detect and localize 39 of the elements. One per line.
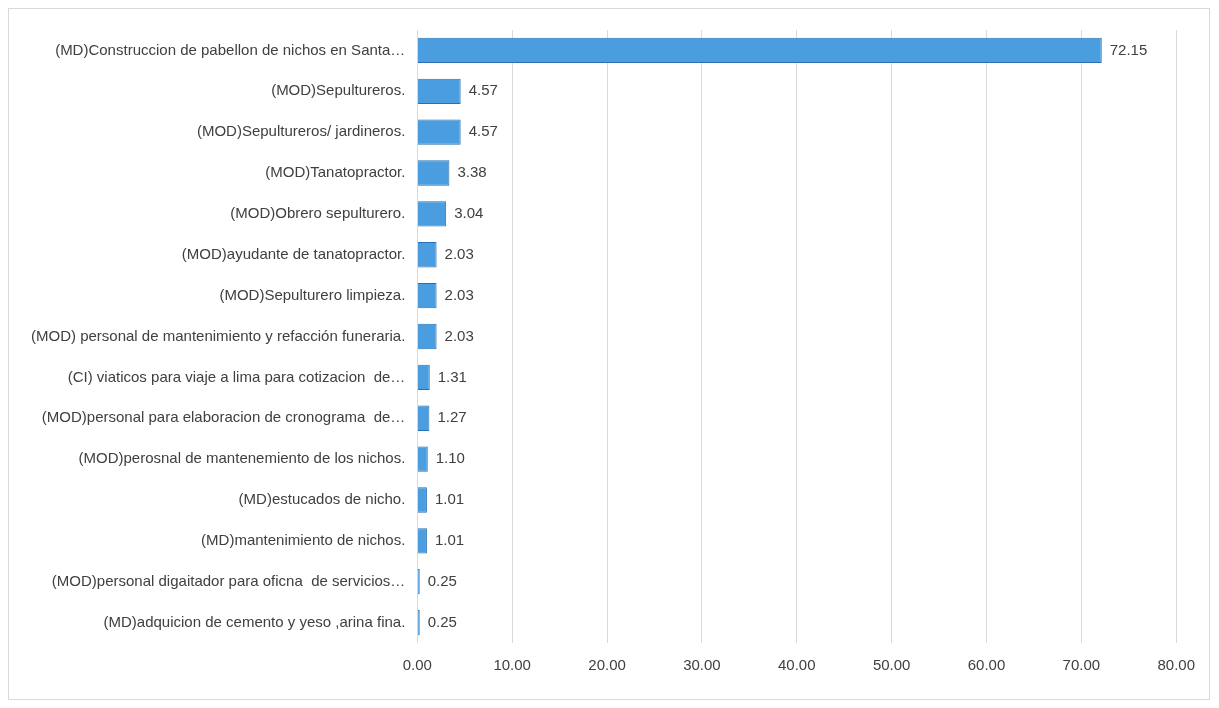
data-label: 3.38 <box>457 163 487 181</box>
y-tick-label: (MOD) personal de mantenimiento y refacción funeraria. <box>30 326 406 344</box>
data-label: 1.31 <box>437 367 467 385</box>
y-tick-label: (MD)Construccion de pabellon de nichos en Santa… <box>55 40 406 58</box>
y-tick-label: (MD)estucados de nicho. <box>238 490 406 508</box>
y-tick-label: (MOD)Sepulturero limpieza. <box>219 285 406 303</box>
x-tick-label: 0.00 <box>402 656 432 674</box>
data-label: 4.57 <box>468 122 498 140</box>
data-label: 0.25 <box>427 571 457 589</box>
x-tick-label: 70.00 <box>1062 656 1101 674</box>
x-tick-label: 50.00 <box>872 656 911 674</box>
y-tick-label: (MD)adquicion de cemento y yeso ,arina fina. <box>103 612 406 630</box>
x-tick-label: 80.00 <box>1157 656 1196 674</box>
y-tick-label: (MOD)personal para elaboracion de cronograma de… <box>41 408 406 426</box>
data-label: 2.03 <box>444 244 474 262</box>
data-label: 2.03 <box>444 285 474 303</box>
data-label: 1.01 <box>434 530 465 548</box>
x-tick-label: 20.00 <box>588 656 626 674</box>
x-tick-label: 10.00 <box>493 656 531 674</box>
y-tick-label: (MOD)Tanatopractor. <box>265 163 406 181</box>
data-label: 0.25 <box>427 612 457 630</box>
data-label: 2.03 <box>444 326 474 344</box>
y-tick-label: (MOD)Obrero sepulturero. <box>230 204 406 222</box>
data-label: 1.01 <box>434 490 465 508</box>
x-tick-label: 60.00 <box>967 656 1006 674</box>
y-tick-label: (MOD)ayudante de tanatopractor. <box>181 244 406 262</box>
y-tick-label: (MOD)Sepultureros. <box>271 81 406 99</box>
data-label: 3.04 <box>454 204 484 222</box>
x-tick-label: 40.00 <box>778 656 816 674</box>
y-tick-label: (CI) viaticos para viaje a lima para cotizacion de… <box>67 367 406 385</box>
y-tick-label: (MD)mantenimiento de nichos. <box>201 530 406 548</box>
x-tick-label: 30.00 <box>683 656 721 674</box>
data-label: 1.10 <box>435 449 465 467</box>
data-label: 1.27 <box>437 408 467 426</box>
data-label: 4.57 <box>468 81 498 99</box>
y-tick-label: (MOD)perosnal de mantenemiento de los nichos. <box>78 449 406 467</box>
y-tick-label: (MOD)Sepultureros/ jardineros. <box>196 122 406 140</box>
data-label: 72.15 <box>1109 40 1148 58</box>
y-tick-label: (MOD)personal digaitador para oficna de servicios… <box>51 571 406 589</box>
